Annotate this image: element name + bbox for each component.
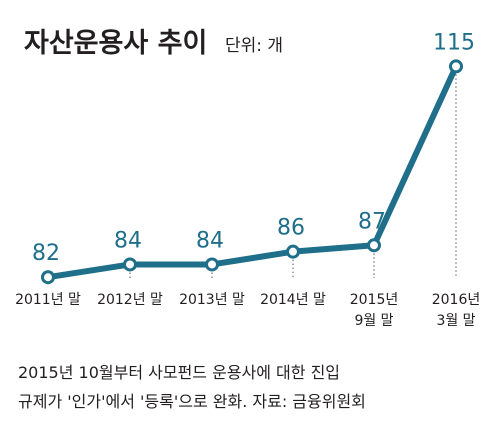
- data-label-0: 82: [32, 241, 60, 266]
- x-tick-label-0: 2011년 말: [15, 292, 81, 308]
- x-tick-label-3: 2014년 말: [260, 292, 326, 308]
- series-line: [45, 63, 459, 281]
- data-label-5: 115: [433, 30, 475, 55]
- data-point-4: [367, 238, 381, 253]
- data-label-2: 84: [196, 228, 224, 253]
- data-point-3: [286, 244, 300, 259]
- data-label-1: 84: [114, 228, 142, 253]
- data-point-2: [205, 257, 219, 272]
- x-tick-label-5: 2016년 3월 말: [432, 292, 481, 329]
- footnote-line-2: 규제가 '인가'에서 '등록'으로 완화. 자료: 금융위원회: [18, 392, 366, 411]
- data-point-5: [449, 59, 463, 74]
- data-label-4: 87: [358, 209, 386, 234]
- guide-lines: [47, 66, 457, 278]
- x-tick-label-1: 2012년 말: [97, 292, 163, 308]
- data-point-0: [41, 270, 55, 285]
- x-tick-label-4: 2015년 9월 말: [350, 292, 399, 329]
- unit-label: 단위: 개: [225, 36, 283, 56]
- x-tick-label-2: 2013년 말: [179, 292, 245, 308]
- data-labels: 82 84 84 86 87 115: [32, 30, 475, 266]
- data-label-3: 86: [277, 216, 305, 241]
- series-line-layer: [45, 63, 459, 281]
- chart-title: 자산운용사 추이: [24, 28, 207, 59]
- data-points: [41, 59, 463, 285]
- x-tick-labels: 2011년 말 2012년 말 2013년 말 2014년 말 2015년 9월 말 201…: [15, 292, 480, 329]
- data-point-1: [123, 257, 137, 272]
- footnote-line-1: 2015년 10월부터 사모펀드 운용사에 대한 진입: [18, 363, 340, 382]
